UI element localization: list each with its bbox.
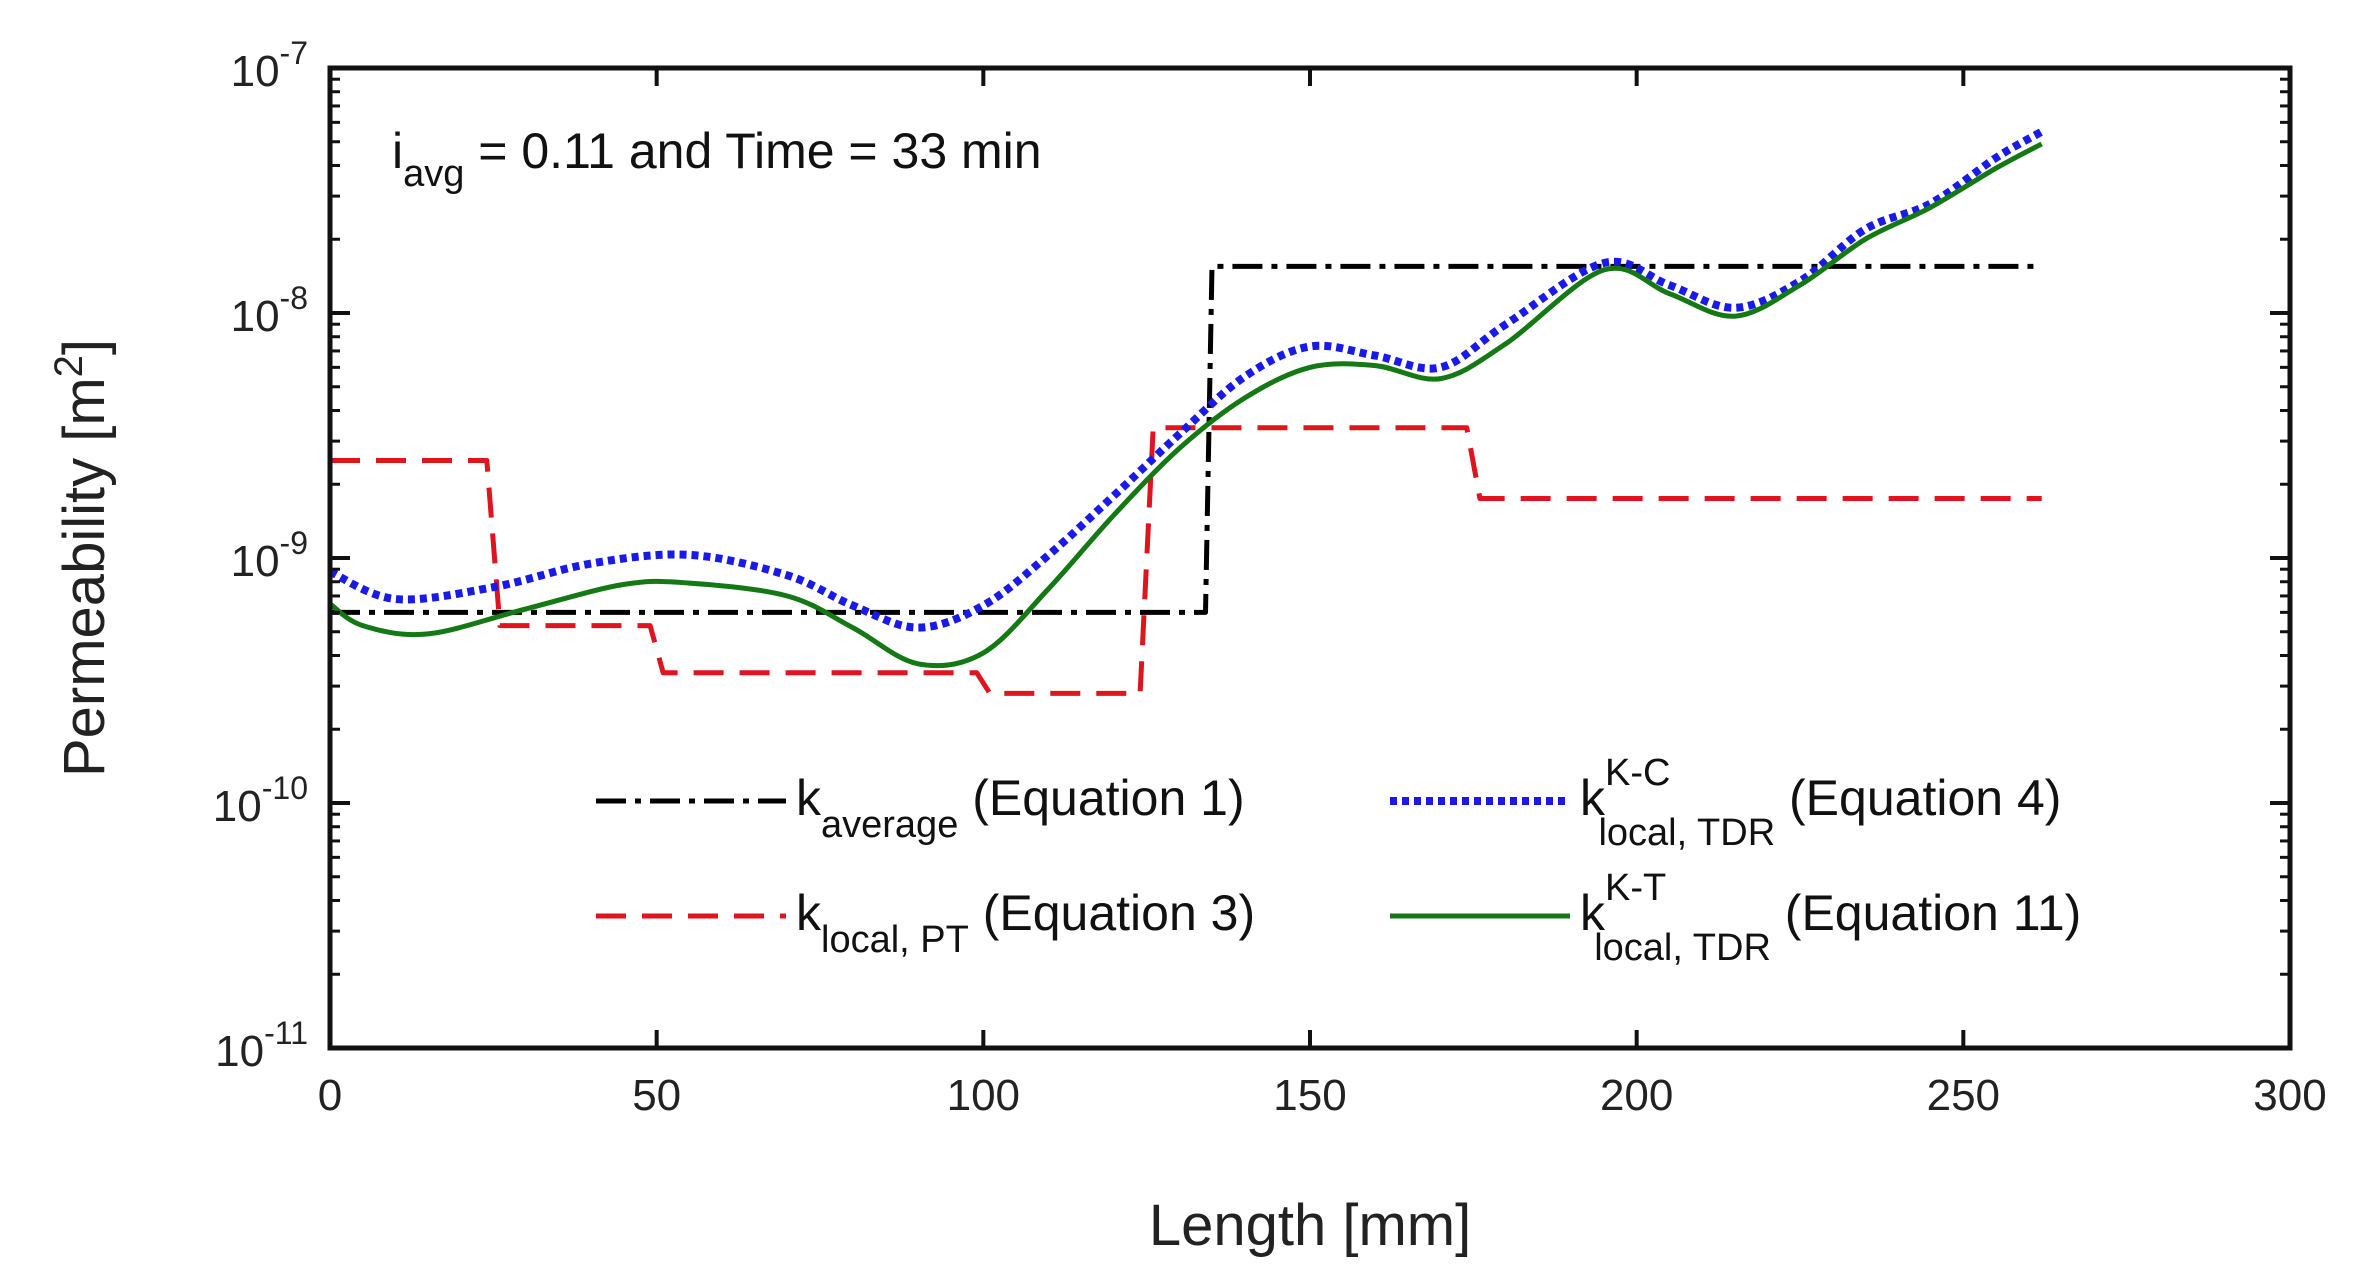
legend-label-k-k-c-local-tdr-equation-4: kK-C local, TDR (Equation 4) — [1580, 752, 2061, 854]
legend-label-k-local-pt-equation-3: klocal, PT (Equation 3) — [796, 885, 1255, 961]
legend: kaverage (Equation 1) klocal, PT (Equatio… — [596, 752, 2081, 969]
series-line-k-k-c-local-tdr-equation-4 — [328, 128, 2044, 632]
x-axis-title: Length [mm] — [1149, 1193, 1471, 1258]
x-tick-label: 100 — [947, 1071, 1020, 1120]
annotation-text: iavg = 0.11 and Time = 33 min — [392, 123, 1042, 195]
tick-layer: 0 50 100 150 200 250 300 10-11 10-10 10-9 10-8 10-7 — [213, 35, 2327, 1120]
x-tick-label: 200 — [1600, 1071, 1673, 1120]
x-tick-label: 150 — [1273, 1071, 1346, 1120]
y-tick-label: 10-11 — [215, 1015, 308, 1076]
x-tick-label: 0 — [318, 1071, 342, 1120]
y-tick-label: 10-10 — [213, 770, 308, 831]
series-line-k-local-pt-equation-3 — [330, 425, 2042, 696]
y-axis-title: Permeability [m2] — [47, 339, 117, 777]
legend-label-k-average-equation-1: kaverage (Equation 1) — [796, 770, 1245, 846]
y-tick-label: 10-8 — [231, 280, 308, 341]
y-tick-label: 10-7 — [231, 35, 308, 96]
series-layer — [328, 128, 2044, 696]
x-tick-label: 50 — [632, 1071, 681, 1120]
x-tick-label: 250 — [1927, 1071, 2000, 1120]
series-line-k-k-t-local-tdr-equation-11 — [328, 141, 2043, 669]
y-tick-label: 10-9 — [231, 525, 308, 586]
legend-label-k-k-t-local-tdr-equation-11: kK-T local, TDR (Equation 11) — [1580, 867, 2081, 969]
x-tick-label: 300 — [2253, 1071, 2326, 1120]
